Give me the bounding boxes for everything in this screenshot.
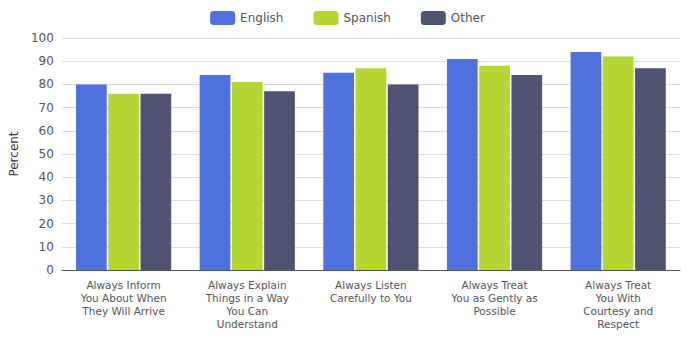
- svg-text:Always Inform: Always Inform: [86, 279, 160, 291]
- svg-text:Possible: Possible: [473, 305, 515, 317]
- svg-text:Always Treat: Always Treat: [585, 279, 651, 291]
- svg-text:You About When: You About When: [80, 292, 167, 304]
- svg-text:80: 80: [39, 77, 54, 91]
- svg-text:Spanish: Spanish: [343, 11, 390, 25]
- svg-text:You With: You With: [595, 292, 641, 304]
- svg-text:20: 20: [39, 217, 54, 231]
- svg-text:You as Gently as: You as Gently as: [450, 292, 537, 304]
- svg-text:Understand: Understand: [217, 318, 278, 330]
- svg-text:They Will Arrive: They Will Arrive: [81, 305, 165, 317]
- svg-text:You Can: You Can: [225, 305, 268, 317]
- svg-text:90: 90: [39, 54, 54, 68]
- svg-text:50: 50: [39, 147, 54, 161]
- svg-text:60: 60: [39, 124, 54, 138]
- svg-text:40: 40: [39, 170, 54, 184]
- svg-text:100: 100: [31, 31, 54, 45]
- svg-text:Other: Other: [451, 11, 485, 25]
- svg-text:Percent: Percent: [7, 131, 21, 176]
- svg-text:0: 0: [46, 263, 54, 277]
- svg-text:Always Listen: Always Listen: [335, 279, 407, 291]
- svg-text:70: 70: [39, 101, 54, 115]
- svg-text:30: 30: [39, 193, 54, 207]
- svg-text:Always Treat: Always Treat: [461, 279, 527, 291]
- svg-text:English: English: [240, 11, 283, 25]
- svg-text:Always Explain: Always Explain: [208, 279, 287, 291]
- svg-text:10: 10: [39, 240, 54, 254]
- svg-text:Things in a Way: Things in a Way: [205, 292, 289, 304]
- svg-text:Carefully to You: Carefully to You: [330, 292, 412, 304]
- svg-text:Courtesy and: Courtesy and: [583, 305, 653, 317]
- svg-text:Respect: Respect: [597, 318, 639, 330]
